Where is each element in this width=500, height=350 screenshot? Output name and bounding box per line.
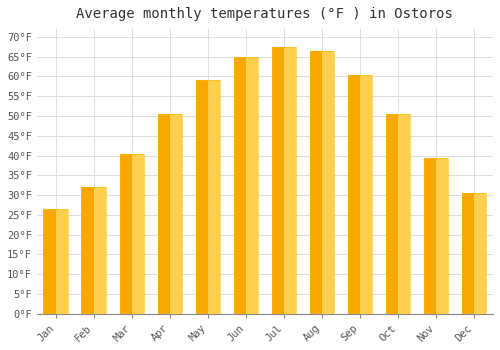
Bar [386,114,410,314]
Bar [272,47,284,314]
Bar [82,187,106,314]
Bar [234,57,246,314]
Bar [56,209,68,314]
Bar [170,114,182,314]
Bar [120,154,132,314]
Bar [234,57,258,314]
Bar [246,57,258,314]
Bar [158,114,170,314]
Bar [272,47,296,314]
Bar [158,114,182,314]
Bar [424,158,448,314]
Title: Average monthly temperatures (°F ) in Ostoros: Average monthly temperatures (°F ) in Os… [76,7,454,21]
Bar [348,75,360,314]
Bar [94,187,106,314]
Bar [424,158,436,314]
Bar [310,51,322,314]
Bar [284,47,296,314]
Bar [82,187,94,314]
Bar [196,80,220,314]
Bar [436,158,448,314]
Bar [348,75,372,314]
Bar [398,114,410,314]
Bar [44,209,68,314]
Bar [462,193,474,314]
Bar [322,51,334,314]
Bar [474,193,486,314]
Bar [386,114,398,314]
Bar [120,154,144,314]
Bar [132,154,144,314]
Bar [462,193,486,314]
Bar [360,75,372,314]
Bar [196,80,208,314]
Bar [208,80,220,314]
Bar [310,51,334,314]
Bar [44,209,56,314]
